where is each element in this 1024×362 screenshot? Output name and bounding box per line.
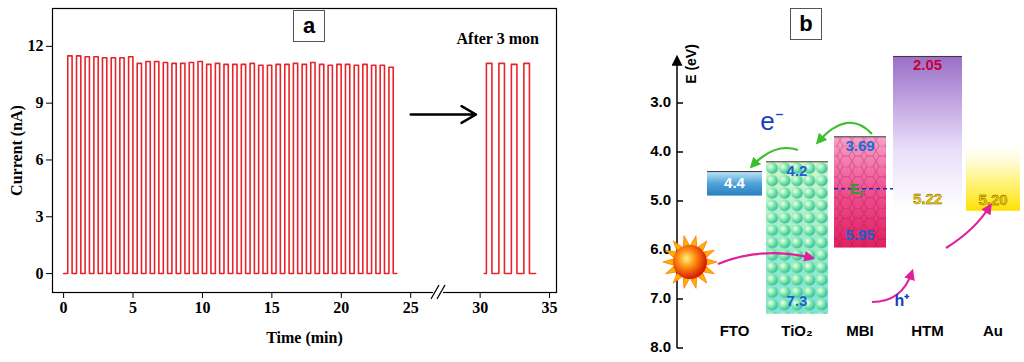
- svg-text:TiO₂: TiO₂: [781, 322, 812, 339]
- svg-text:4.4: 4.4: [724, 174, 746, 191]
- svg-text:5.22: 5.22: [913, 190, 942, 207]
- svg-text:0: 0: [60, 299, 68, 316]
- svg-text:h⁺: h⁺: [895, 292, 911, 309]
- svg-text:4.2: 4.2: [787, 162, 808, 179]
- svg-text:EF: EF: [850, 181, 865, 199]
- svg-text:7.3: 7.3: [787, 292, 808, 309]
- svg-text:7.0: 7.0: [650, 289, 671, 306]
- html-text:a: a: [302, 13, 316, 38]
- svg-text:5.95: 5.95: [845, 226, 874, 243]
- svg-text:FTO: FTO: [720, 322, 750, 339]
- svg-text:After 3 mon: After 3 mon: [457, 30, 539, 47]
- svg-text:5.0: 5.0: [650, 191, 671, 208]
- svg-text:Current (nA): Current (nA): [8, 105, 26, 196]
- svg-text:HTM: HTM: [911, 322, 944, 339]
- svg-text:12: 12: [28, 37, 44, 54]
- svg-text:5.20: 5.20: [978, 191, 1007, 208]
- svg-text:MBI: MBI: [846, 322, 874, 339]
- svg-text:Au: Au: [983, 322, 1003, 339]
- svg-text:8.0: 8.0: [650, 338, 671, 355]
- svg-text:0: 0: [36, 265, 44, 282]
- svg-text:30: 30: [472, 299, 488, 316]
- svg-text:Time (min): Time (min): [266, 329, 343, 347]
- svg-text:9: 9: [36, 94, 44, 111]
- svg-text:3.69: 3.69: [845, 137, 874, 154]
- svg-text:e⁻: e⁻: [760, 106, 783, 136]
- html-text:b: b: [799, 11, 813, 36]
- svg-text:15: 15: [264, 299, 280, 316]
- svg-text:3.0: 3.0: [650, 93, 671, 110]
- svg-text:6: 6: [36, 151, 44, 168]
- svg-text:20: 20: [333, 299, 349, 316]
- svg-text:3: 3: [36, 208, 44, 225]
- svg-text:35: 35: [542, 299, 558, 316]
- svg-text:E (eV): E (eV): [683, 44, 699, 84]
- svg-text:5: 5: [129, 299, 137, 316]
- svg-text:4.0: 4.0: [650, 142, 671, 159]
- svg-text:6.0: 6.0: [650, 240, 671, 257]
- svg-text:2.05: 2.05: [913, 56, 942, 73]
- svg-text:25: 25: [403, 299, 419, 316]
- svg-text:10: 10: [194, 299, 210, 316]
